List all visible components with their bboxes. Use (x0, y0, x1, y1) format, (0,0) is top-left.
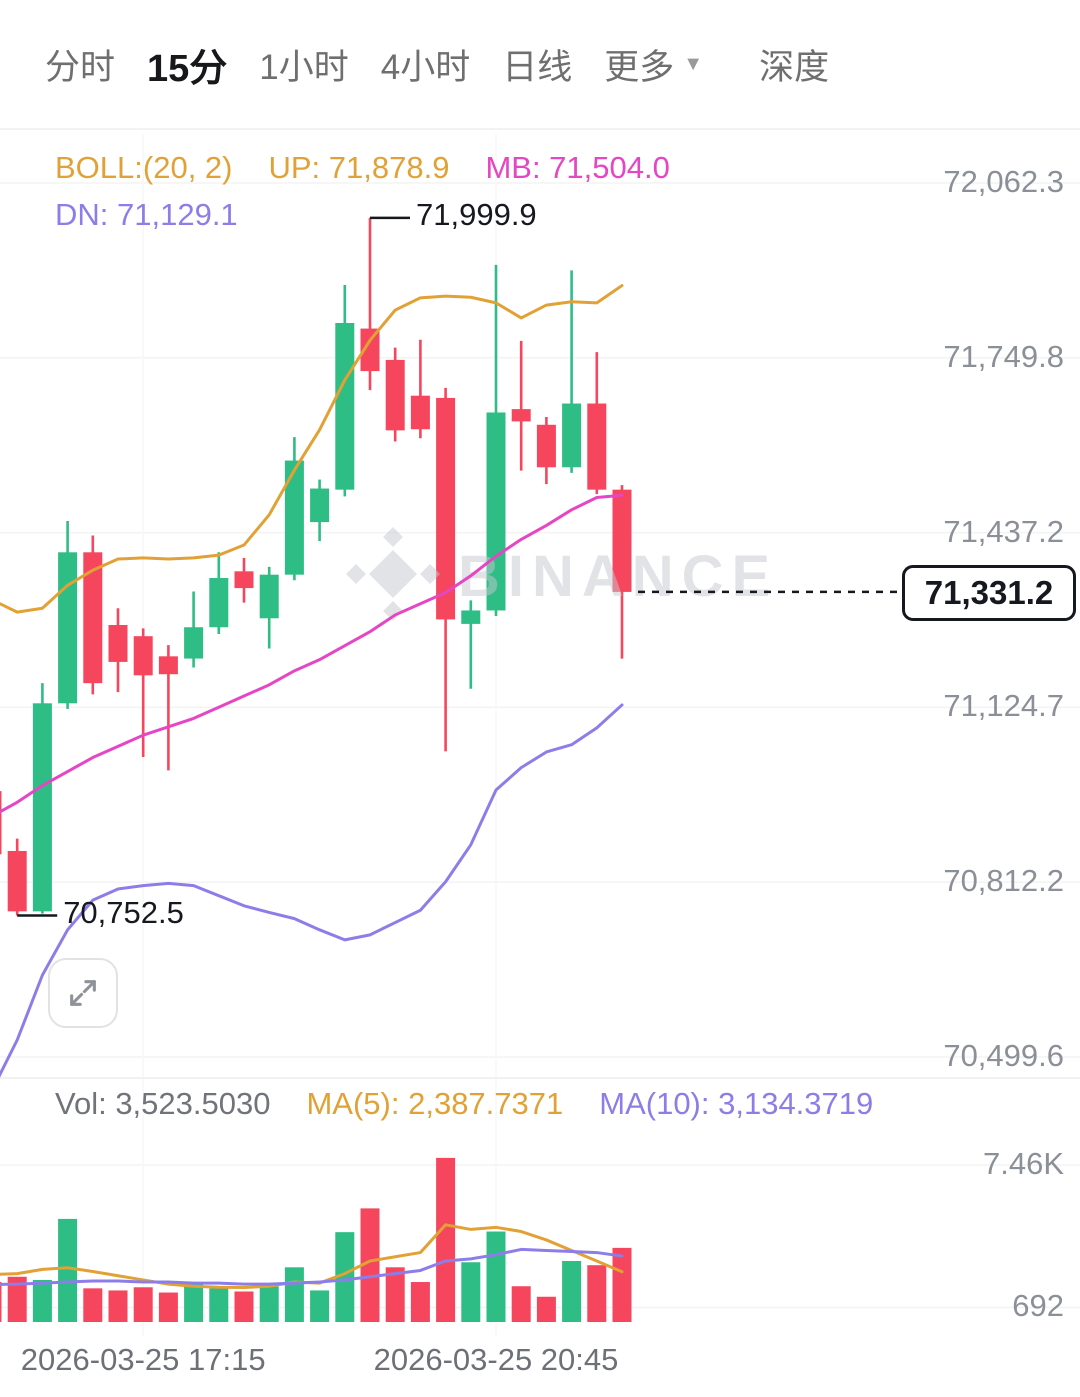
volume-indicator-header: Vol: 3,523.5030 MA(5): 2,387.7371 MA(10)… (55, 1086, 873, 1122)
tab-15min[interactable]: 15分 (147, 47, 228, 90)
y-axis-label: 70,499.6 (943, 1038, 1064, 1073)
tab-depth[interactable]: 深度 (759, 47, 830, 87)
tab-4hour[interactable]: 4小时 (380, 47, 471, 87)
expand-arrows-icon (70, 980, 96, 1006)
boll-indicator-header-line2: DN: 71,129.1 (55, 197, 238, 233)
volume-axis-label: 692 (1012, 1288, 1064, 1324)
volume-ma10-value: MA(10): 3,134.3719 (599, 1086, 874, 1121)
volume-value: Vol: 3,523.5030 (55, 1086, 271, 1121)
interval-tab-bar: 分时 15分 1小时 4小时 日线 更多 ▼ 深度 (0, 0, 1080, 130)
last-price-tag: 71,331.2 (902, 564, 1076, 621)
boll-params: BOLL:(20, 2) (55, 150, 233, 185)
y-axis-label: 72,062.3 (943, 164, 1064, 199)
tab-more-label: 更多 (604, 47, 675, 87)
volume-ma5-value: MA(5): 2,387.7371 (306, 1086, 564, 1121)
tab-timeline[interactable]: 分时 (45, 47, 116, 87)
boll-up-value: UP: 71,878.9 (268, 150, 450, 185)
low-price-annotation: 70,752.5 (63, 894, 184, 930)
binance-watermark: BINANCE (346, 527, 778, 621)
volume-axis-label: 7.46K (982, 1146, 1064, 1182)
x-axis-label-left: 2026-03-25 17:15 (20, 1342, 266, 1377)
boll-dn-value: DN: 71,129.1 (55, 197, 238, 232)
tab-more[interactable]: 更多 ▼ (604, 39, 703, 90)
tab-1hour[interactable]: 1小时 (259, 47, 349, 87)
boll-indicator-header: BOLL:(20, 2) UP: 71,878.9 MB: 71,504.0 (55, 150, 670, 186)
high-price-annotation: 71,999.9 (416, 196, 537, 232)
chevron-down-icon: ▼ (683, 52, 704, 75)
y-axis-label: 71,749.8 (943, 338, 1064, 374)
y-axis-label: 71,437.2 (943, 513, 1064, 549)
expand-chart-button[interactable] (48, 958, 118, 1028)
tab-daily[interactable]: 日线 (502, 47, 573, 87)
x-axis-label-right: 2026-03-25 20:45 (373, 1342, 619, 1377)
y-axis-label: 71,124.7 (943, 688, 1064, 724)
y-axis-label: 70,812.2 (943, 863, 1064, 899)
boll-mb-value: MB: 71,504.0 (485, 150, 670, 185)
svg-text:BINANCE: BINANCE (458, 544, 778, 609)
